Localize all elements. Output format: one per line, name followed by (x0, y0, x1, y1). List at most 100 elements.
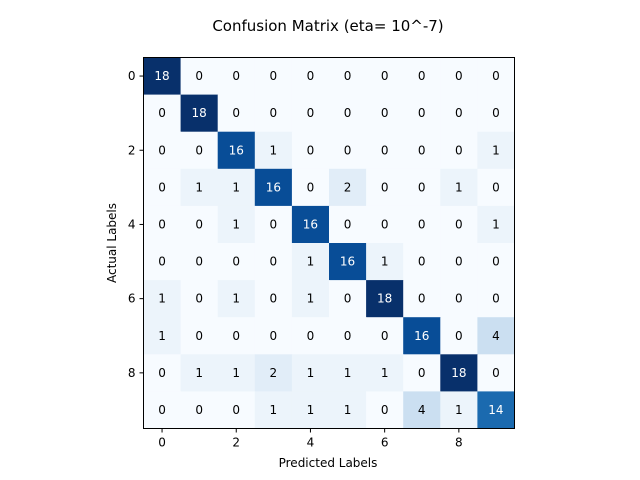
cell-value-r5-c1: 0 (195, 255, 203, 269)
heatmap-cell-r2-c3 (254, 131, 293, 170)
heatmap-cell-r4-c1 (180, 205, 219, 244)
heatmap-cell-r3-c2 (217, 168, 256, 207)
heatmap-cell-r5-c0 (143, 243, 182, 281)
cell-value-r6-c4: 1 (307, 292, 315, 306)
heatmap-cell-r7-c4 (291, 317, 330, 355)
cell-value-r8-c9: 0 (492, 366, 500, 380)
heatmap-cell-r0-c2 (217, 57, 256, 96)
heatmap-cell-r7-c3 (254, 317, 293, 355)
heatmap-cell-r5-c9 (477, 243, 515, 281)
heatmap-cell-r8-c6 (366, 354, 404, 392)
heatmap-cell-r1-c4 (291, 94, 330, 133)
heatmap-cell-r2-c7 (403, 131, 441, 170)
cell-value-r4-c9: 1 (492, 217, 500, 231)
heatmap-cell-r1-c1 (180, 94, 219, 133)
heatmap-cell-r1-c0 (143, 94, 182, 133)
heatmap-cell-r9-c5 (329, 391, 367, 429)
y-tick-label-4: 4 (128, 217, 136, 231)
cell-value-r2-c2: 16 (229, 143, 244, 157)
heatmap-cell-r7-c0 (143, 317, 182, 355)
cell-value-r5-c0: 0 (158, 255, 166, 269)
heatmap-cell-r0-c6 (366, 57, 404, 96)
heatmap-cell-r9-c4 (291, 391, 330, 429)
heatmap-cell-r4-c5 (329, 205, 367, 244)
cell-value-r8-c8: 18 (451, 366, 466, 380)
cell-value-r4-c4: 16 (303, 217, 318, 231)
cell-value-r7-c0: 1 (158, 329, 166, 343)
cell-value-r9-c6: 0 (381, 403, 389, 417)
cell-value-r8-c2: 1 (232, 366, 240, 380)
heatmap-cell-r7-c1 (180, 317, 219, 355)
heatmap-cell-r3-c6 (366, 168, 404, 207)
heatmap-cell-r3-c8 (440, 168, 478, 207)
heatmap-cell-r6-c2 (217, 280, 256, 318)
heatmap-cell-r1-c2 (217, 94, 256, 133)
heatmap-cell-r5-c1 (180, 243, 219, 281)
cell-value-r3-c8: 1 (455, 180, 463, 194)
heatmap-cell-r3-c9 (477, 168, 515, 207)
cell-value-r5-c5: 16 (340, 255, 355, 269)
heatmap-cell-r8-c9 (477, 354, 515, 392)
cell-value-r7-c8: 0 (455, 329, 463, 343)
y-tick-label-0: 0 (128, 69, 136, 83)
cell-value-r9-c8: 1 (455, 403, 463, 417)
cell-value-r1-c2: 0 (232, 106, 240, 120)
cell-value-r9-c1: 0 (195, 403, 203, 417)
cell-value-r0-c3: 0 (270, 69, 278, 83)
cell-value-r0-c4: 0 (307, 69, 315, 83)
cell-value-r9-c3: 1 (270, 403, 278, 417)
cell-value-r9-c5: 1 (344, 403, 352, 417)
heatmap-cell-r9-c8 (440, 391, 478, 429)
cell-value-r2-c4: 0 (307, 143, 315, 157)
heatmap-cell-r0-c3 (254, 57, 293, 96)
heatmap-cell-r7-c9 (477, 317, 515, 355)
cell-value-r3-c0: 0 (158, 180, 166, 194)
heatmap-cell-r8-c3 (254, 354, 293, 392)
cell-value-r8-c0: 0 (158, 366, 166, 380)
heatmap-cell-r9-c3 (254, 391, 293, 429)
heatmap-cell-r8-c1 (180, 354, 219, 392)
heatmap-cell-r6-c1 (180, 280, 219, 318)
cell-value-r6-c9: 0 (492, 292, 500, 306)
cell-value-r1-c5: 0 (344, 106, 352, 120)
cell-value-r0-c2: 0 (232, 69, 240, 83)
x-tick-label-0: 0 (158, 436, 166, 450)
heatmap-cell-r8-c8 (440, 354, 478, 392)
cell-value-r0-c0: 18 (154, 69, 169, 83)
heatmap-cell-r7-c6 (366, 317, 404, 355)
cell-value-r5-c6: 1 (381, 255, 389, 269)
cell-value-r9-c4: 1 (307, 403, 315, 417)
heatmap-cell-r1-c3 (254, 94, 293, 133)
cell-value-r2-c7: 0 (418, 143, 426, 157)
cell-value-r4-c6: 0 (381, 217, 389, 231)
heatmap-cell-r8-c4 (291, 354, 330, 392)
cell-value-r2-c8: 0 (455, 143, 463, 157)
cell-value-r4-c8: 0 (455, 217, 463, 231)
heatmap-cell-r8-c7 (403, 354, 441, 392)
heatmap-cell-r0-c7 (403, 57, 441, 96)
heatmap-cell-r0-c5 (329, 57, 367, 96)
heatmap-cell-r3-c0 (143, 168, 182, 207)
heatmap-cells (143, 57, 515, 429)
heatmap-cell-r3-c5 (329, 168, 367, 207)
cell-value-r0-c9: 0 (492, 69, 500, 83)
heatmap-cell-r8-c5 (329, 354, 367, 392)
cell-value-r7-c2: 0 (232, 329, 240, 343)
cell-value-r8-c1: 1 (195, 366, 203, 380)
cell-value-r7-c7: 16 (414, 329, 429, 343)
heatmap-cell-r0-c1 (180, 57, 219, 96)
heatmap-cell-r0-c4 (291, 57, 330, 96)
x-tick-label-6: 6 (381, 436, 389, 450)
x-axis-label: Predicted Labels (279, 456, 378, 470)
heatmap-cell-r9-c2 (217, 391, 256, 429)
cell-value-r6-c7: 0 (418, 292, 426, 306)
y-axis-ticks: 0 2 4 6 8 (128, 69, 144, 380)
heatmap-cell-r8-c0 (143, 354, 182, 392)
heatmap-cell-r3-c1 (180, 168, 219, 207)
cell-value-r2-c5: 0 (344, 143, 352, 157)
heatmap-cell-r4-c7 (403, 205, 441, 244)
cell-value-r1-c9: 0 (492, 106, 500, 120)
heatmap-cell-r9-c7 (403, 391, 441, 429)
cell-value-r8-c3: 2 (270, 366, 278, 380)
cell-value-r3-c6: 0 (381, 180, 389, 194)
